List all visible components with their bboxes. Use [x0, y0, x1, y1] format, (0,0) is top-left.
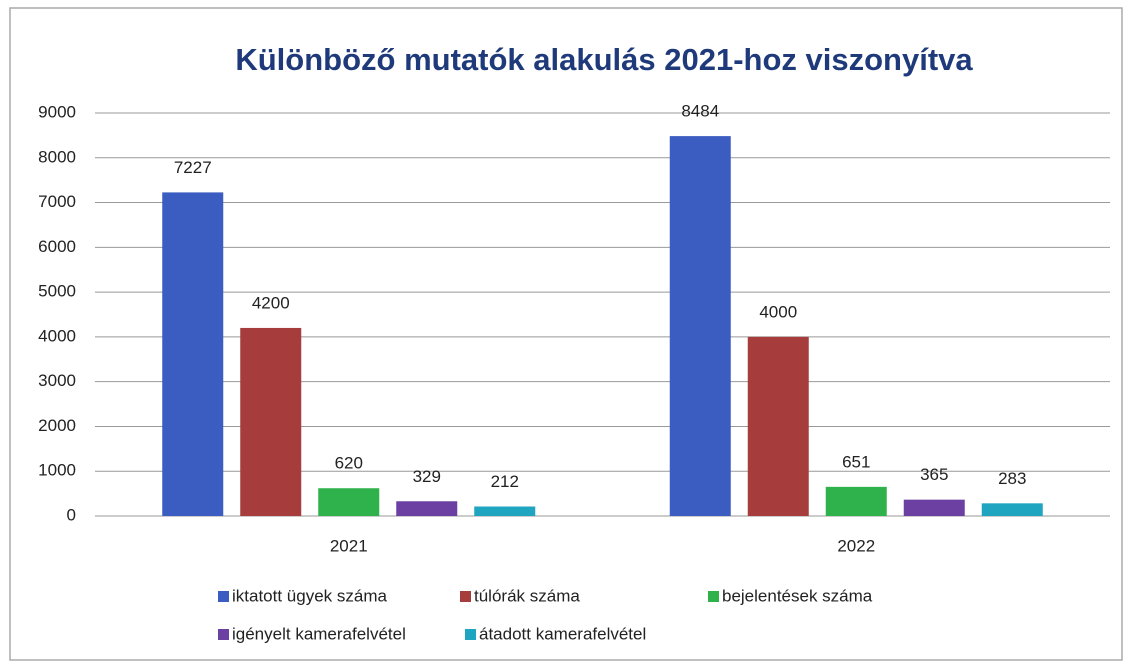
bar	[669, 136, 731, 516]
y-tick-label: 8000	[38, 147, 76, 166]
data-label: 651	[842, 452, 870, 471]
data-label: 212	[491, 472, 519, 491]
y-tick-label: 5000	[38, 282, 76, 301]
y-tick-label: 1000	[38, 461, 76, 480]
bar	[240, 327, 302, 516]
y-tick-label: 4000	[38, 326, 76, 345]
legend-swatch	[218, 629, 229, 640]
data-label: 365	[920, 465, 948, 484]
x-tick-label: 2021	[330, 536, 368, 555]
legend-swatch	[218, 591, 229, 602]
legend-label: bejelentések száma	[722, 586, 873, 605]
y-tick-label: 6000	[38, 237, 76, 256]
y-tick-label: 9000	[38, 102, 76, 121]
legend-label: igényelt kamerafelvétel	[232, 624, 406, 643]
data-label: 8484	[681, 102, 719, 121]
data-label: 283	[998, 469, 1026, 488]
bar	[747, 336, 809, 516]
bar	[981, 503, 1043, 516]
data-label: 4000	[759, 302, 797, 321]
legend-label: átadott kamerafelvétel	[479, 624, 646, 643]
bar	[903, 499, 965, 516]
bar	[318, 488, 380, 516]
data-label: 4200	[252, 293, 290, 312]
legend-swatch	[465, 629, 476, 640]
y-tick-label: 2000	[38, 416, 76, 435]
bar	[825, 486, 887, 516]
data-label: 7227	[174, 158, 212, 177]
legend-label: iktatott ügyek száma	[232, 586, 388, 605]
legend-label: túlórák száma	[474, 586, 580, 605]
y-tick-label: 3000	[38, 371, 76, 390]
data-label: 329	[413, 467, 441, 486]
y-tick-label: 0	[67, 505, 76, 524]
bar	[474, 506, 536, 516]
data-label: 620	[335, 454, 363, 473]
bar	[162, 192, 224, 517]
y-tick-label: 7000	[38, 192, 76, 211]
legend-swatch	[708, 591, 719, 602]
legend-swatch	[460, 591, 471, 602]
bar	[396, 501, 458, 516]
x-tick-label: 2022	[837, 536, 875, 555]
chart-title: Különböző mutatók alakulás 2021-hoz visz…	[235, 42, 973, 77]
